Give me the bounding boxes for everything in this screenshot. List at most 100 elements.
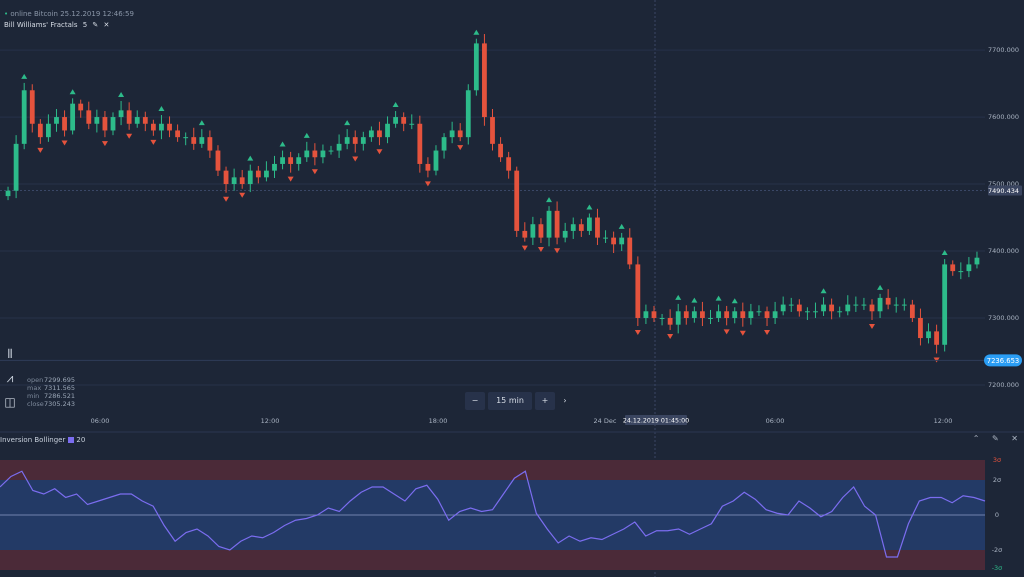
oscillator-color-swatch [68, 437, 75, 443]
candle-body [675, 311, 681, 325]
candle-body [514, 170, 520, 231]
candle-body [885, 297, 891, 305]
layout-icon[interactable]: ◫ [4, 395, 16, 409]
crosshair-time: 24.12.2019 01:45:00 [623, 418, 689, 425]
fractal-down-marker [223, 196, 230, 202]
pencil-icon[interactable]: ✎ [92, 21, 99, 29]
oscillator-legend: Inversion Bollinger 20 [0, 436, 85, 444]
fractal-down-marker [150, 139, 157, 145]
candle-body [425, 163, 431, 171]
status-label: online Bitcoin [10, 10, 58, 18]
candle-body [643, 311, 649, 318]
fractal-up-marker [392, 102, 399, 108]
candle-body [272, 163, 277, 171]
candle-body [102, 117, 108, 131]
candle-body [813, 311, 818, 313]
candle-body [344, 137, 350, 144]
current-price-badge [984, 354, 1022, 367]
fractal-up-marker [715, 295, 722, 301]
candle-body [482, 43, 487, 118]
candle-body [554, 210, 560, 238]
candle-body [352, 137, 358, 144]
candle-body [264, 170, 269, 178]
fractal-down-marker [667, 334, 674, 340]
candle-body [562, 230, 568, 238]
fractal-down-marker [311, 169, 318, 175]
fractal-down-marker [764, 330, 771, 336]
candle-body [13, 143, 19, 191]
candles-icon[interactable]: ⫴ [7, 347, 13, 361]
fractal-up-marker [731, 298, 738, 304]
candle-body [328, 150, 334, 152]
candle-body [619, 237, 625, 245]
fractal-down-marker [723, 329, 730, 335]
candle-body [368, 130, 374, 138]
candle-body [441, 137, 447, 151]
y-tick-label: 7200.000 [988, 381, 1019, 389]
pencil-icon[interactable]: ✎ [992, 434, 999, 443]
y-tick-label: 7300.000 [988, 314, 1019, 322]
candle-body [377, 130, 382, 138]
fractal-down-marker [239, 192, 246, 198]
candle-body [845, 304, 851, 312]
x-tick-label: 12:00 [934, 417, 953, 425]
timeframe-control: − 15 min + › [465, 392, 572, 410]
candle-body [578, 224, 584, 231]
candle-body [320, 150, 326, 158]
fractal-down-marker [376, 149, 383, 155]
fractal-down-marker [61, 140, 68, 146]
fractal-up-marker [586, 204, 593, 210]
oscillator-line [0, 470, 986, 558]
candle-body [659, 317, 665, 319]
candle-body [748, 311, 754, 318]
candle-body [385, 123, 390, 138]
candle-body [449, 130, 455, 138]
candle-body [70, 103, 76, 131]
fractal-down-marker [287, 176, 294, 182]
candle-body [756, 311, 762, 313]
candle-body [280, 157, 285, 164]
candle-body [118, 110, 124, 118]
indicator-name: Bill Williams' Fractals [4, 21, 78, 29]
candle-body [538, 224, 544, 238]
collapse-icon[interactable]: ⌃ [972, 434, 980, 443]
crosshair-price: 7490.434 [988, 187, 1019, 195]
y-tick-label: 7700.000 [988, 46, 1019, 54]
fractal-up-marker [198, 120, 205, 126]
fractal-up-marker [247, 155, 254, 161]
candle-body [966, 264, 972, 272]
candle-body [772, 311, 778, 318]
timeframe-label[interactable]: 15 min [488, 392, 532, 410]
close-icon[interactable]: ✕ [1011, 434, 1018, 443]
oscillator-name: Inversion Bollinger [0, 436, 66, 444]
increase-timeframe-button[interactable]: + [535, 392, 555, 410]
x-tick-label: 24 Dec [594, 417, 617, 425]
scroll-forward-button[interactable]: › [563, 396, 567, 405]
candle-body [215, 150, 221, 171]
candle-body [586, 217, 592, 231]
candle-body [498, 143, 503, 158]
candle-body [150, 123, 156, 131]
current-price: 7236.653 [987, 357, 1019, 365]
candle-body [683, 311, 689, 318]
candle-body [5, 190, 11, 197]
candle-body [231, 177, 237, 185]
candle-body [78, 103, 84, 111]
candle-body [708, 317, 713, 319]
fractal-up-marker [618, 223, 625, 229]
candle-body [853, 304, 859, 306]
oscillator-level-label: -2σ [992, 546, 1003, 554]
decrease-timeframe-button[interactable]: − [465, 392, 485, 410]
candle-body [401, 117, 407, 124]
close-icon[interactable]: ✕ [103, 21, 110, 29]
drawing-icon[interactable]: ⩘ [6, 371, 14, 385]
candle-body [255, 170, 261, 178]
fractal-down-marker [37, 147, 44, 153]
candle-body [603, 237, 608, 239]
candle-body [393, 117, 399, 124]
candle-body [893, 304, 899, 306]
candle-body [465, 90, 471, 138]
fractal-up-marker [118, 91, 125, 97]
fractal-down-marker [537, 246, 544, 252]
